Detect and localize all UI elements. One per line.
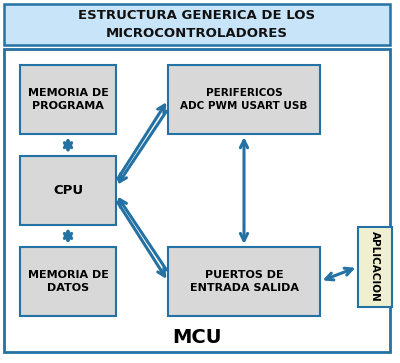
FancyBboxPatch shape [4, 49, 390, 352]
FancyBboxPatch shape [168, 247, 320, 316]
Text: APLICACION: APLICACION [370, 232, 380, 302]
FancyBboxPatch shape [4, 4, 390, 45]
FancyBboxPatch shape [20, 156, 116, 225]
FancyBboxPatch shape [168, 65, 320, 134]
Text: MEMORIA DE
DATOS: MEMORIA DE DATOS [28, 270, 108, 293]
FancyBboxPatch shape [358, 227, 392, 307]
FancyBboxPatch shape [20, 65, 116, 134]
Text: ESTRUCTURA GENERICA DE LOS
MICROCONTROLADORES: ESTRUCTURA GENERICA DE LOS MICROCONTROLA… [78, 9, 316, 40]
Text: PERIFERICOS
ADC PWM USART USB: PERIFERICOS ADC PWM USART USB [180, 88, 308, 111]
Text: PUERTOS DE
ENTRADA SALIDA: PUERTOS DE ENTRADA SALIDA [190, 270, 298, 293]
Text: MEMORIA DE
PROGRAMA: MEMORIA DE PROGRAMA [28, 88, 108, 111]
Text: CPU: CPU [53, 184, 83, 197]
FancyBboxPatch shape [20, 247, 116, 316]
Text: MCU: MCU [172, 328, 222, 347]
